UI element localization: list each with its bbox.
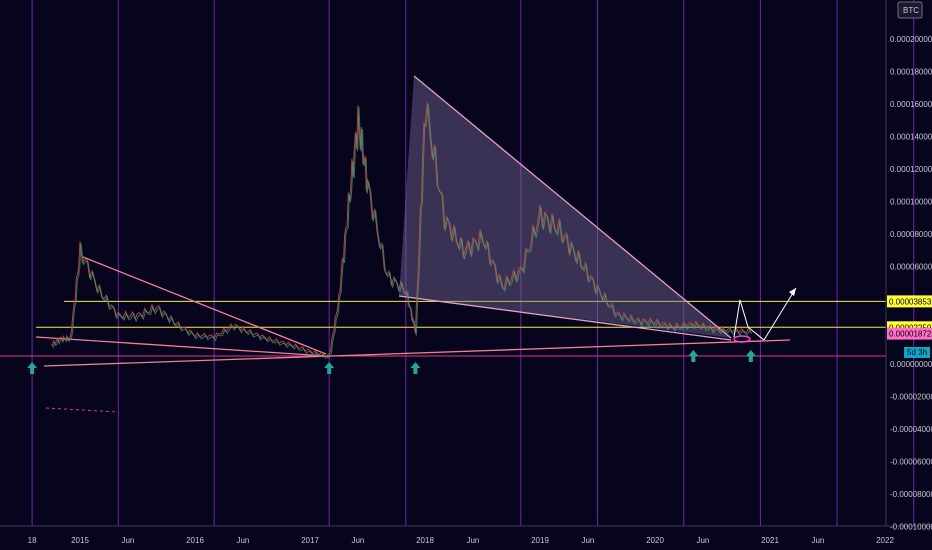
up-arrow-icon xyxy=(410,362,421,374)
y-tick-label: 0.00018000 xyxy=(890,68,932,77)
y-tick-label: 0.00020000 xyxy=(890,35,932,44)
y-tick-label: -0.00006000 xyxy=(890,458,932,467)
highlight-ellipse xyxy=(733,335,751,343)
trend-line xyxy=(43,339,791,367)
trend-line xyxy=(413,75,732,339)
x-tick-label: 18 xyxy=(28,536,37,545)
projection-arrow xyxy=(763,287,797,341)
triangle-shade xyxy=(399,76,731,338)
x-tick-label: 2020 xyxy=(646,536,664,545)
x-tick-label: Jun xyxy=(236,536,249,545)
price-tag xyxy=(887,327,932,340)
x-tick-label: 2018 xyxy=(416,536,434,545)
price-tag-label: 0.00003853 xyxy=(889,297,932,306)
y-tick-label: 0.00008000 xyxy=(890,230,932,239)
x-tick-label: 2019 xyxy=(531,536,549,545)
up-arrow-icon xyxy=(27,362,38,374)
price-series-line-alt xyxy=(52,104,753,359)
up-arrow-icon xyxy=(688,350,699,362)
x-tick-label: Jun xyxy=(581,536,594,545)
projection-path xyxy=(733,299,765,341)
x-tick-label: Jun xyxy=(696,536,709,545)
price-tag xyxy=(887,295,932,308)
projection-arrowhead xyxy=(789,288,796,296)
y-tick-label: -0.00008000 xyxy=(890,490,932,499)
y-tick-label: -0.00004000 xyxy=(890,425,932,434)
trend-line xyxy=(35,336,327,357)
x-tick-label: Jun xyxy=(351,536,364,545)
currency-badge-label[interactable]: BTC xyxy=(903,6,919,15)
y-tick-label: 0.00006000 xyxy=(890,263,932,272)
y-tick-label: 0.00000000 xyxy=(890,360,932,369)
y-tick-label: 0.00016000 xyxy=(890,100,932,109)
trend-line xyxy=(82,256,327,355)
x-tick-label: Jun xyxy=(811,536,824,545)
dashed-line xyxy=(45,407,119,413)
x-tick-label: 2022 xyxy=(876,536,894,545)
trend-line xyxy=(398,295,732,341)
y-tick-label: 0.00012000 xyxy=(890,165,932,174)
up-arrow-icon xyxy=(324,362,335,374)
x-tick-label: Jun xyxy=(121,536,134,545)
currency-badge[interactable] xyxy=(897,1,923,19)
price-tag-label: 0.00001872 xyxy=(889,330,932,339)
up-arrow-icon xyxy=(745,350,756,362)
countdown-tag-label: 5d 3h xyxy=(907,348,927,357)
x-tick-label: 2016 xyxy=(186,536,204,545)
y-tick-label: -0.00002000 xyxy=(890,393,932,402)
x-tick-label: 2021 xyxy=(761,536,779,545)
y-tick-label: -0.00010000 xyxy=(890,523,932,532)
countdown-tag xyxy=(904,347,930,358)
x-tick-label: Jun xyxy=(466,536,479,545)
x-tick-label: 2017 xyxy=(301,536,319,545)
y-tick-label: 0.00014000 xyxy=(890,133,932,142)
y-tick-label: 0.00010000 xyxy=(890,198,932,207)
x-tick-label: 2015 xyxy=(71,536,89,545)
